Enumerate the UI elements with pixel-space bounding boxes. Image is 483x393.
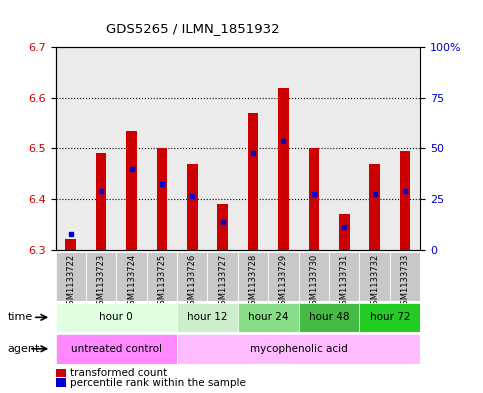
Bar bbox=[208, 47, 238, 250]
Bar bbox=[187, 163, 198, 250]
Bar bbox=[369, 163, 380, 250]
Bar bbox=[268, 47, 298, 250]
Text: hour 24: hour 24 bbox=[248, 312, 288, 322]
Bar bbox=[390, 252, 420, 301]
Bar bbox=[177, 334, 420, 364]
Text: GSM1133727: GSM1133727 bbox=[218, 254, 227, 310]
Text: GSM1133723: GSM1133723 bbox=[97, 254, 106, 310]
Bar bbox=[359, 47, 390, 250]
Bar bbox=[268, 252, 298, 301]
Bar bbox=[359, 303, 420, 332]
Bar bbox=[177, 47, 208, 250]
Text: GSM1133728: GSM1133728 bbox=[249, 254, 257, 310]
Text: percentile rank within the sample: percentile rank within the sample bbox=[70, 378, 246, 388]
Text: GSM1133729: GSM1133729 bbox=[279, 254, 288, 310]
Text: GSM1133726: GSM1133726 bbox=[188, 254, 197, 310]
Bar bbox=[86, 252, 116, 301]
Bar bbox=[116, 252, 147, 301]
Text: GSM1133730: GSM1133730 bbox=[309, 254, 318, 310]
Bar bbox=[400, 151, 411, 250]
Text: hour 48: hour 48 bbox=[309, 312, 349, 322]
Bar bbox=[298, 47, 329, 250]
Bar bbox=[177, 252, 208, 301]
Text: hour 12: hour 12 bbox=[187, 312, 228, 322]
Bar bbox=[329, 47, 359, 250]
Bar bbox=[208, 252, 238, 301]
Text: GSM1133724: GSM1133724 bbox=[127, 254, 136, 310]
Bar bbox=[147, 47, 177, 250]
Bar bbox=[177, 303, 238, 332]
Text: mycophenolic acid: mycophenolic acid bbox=[250, 344, 348, 354]
Text: time: time bbox=[7, 312, 32, 322]
Bar bbox=[238, 252, 268, 301]
Bar bbox=[238, 47, 268, 250]
Bar bbox=[126, 130, 137, 250]
Text: GSM1133725: GSM1133725 bbox=[157, 254, 167, 310]
Bar bbox=[329, 252, 359, 301]
Bar bbox=[339, 214, 350, 250]
Text: hour 0: hour 0 bbox=[99, 312, 133, 322]
Bar bbox=[278, 88, 289, 250]
Bar bbox=[56, 334, 177, 364]
Text: transformed count: transformed count bbox=[70, 368, 167, 378]
Text: GSM1133733: GSM1133733 bbox=[400, 254, 410, 310]
Text: GSM1133722: GSM1133722 bbox=[66, 254, 75, 310]
Bar bbox=[56, 252, 86, 301]
Bar bbox=[147, 252, 177, 301]
Bar bbox=[298, 252, 329, 301]
Bar bbox=[309, 148, 319, 250]
Bar bbox=[65, 239, 76, 250]
Text: GDS5265 / ILMN_1851932: GDS5265 / ILMN_1851932 bbox=[106, 22, 280, 35]
Text: untreated control: untreated control bbox=[71, 344, 162, 354]
Bar bbox=[390, 47, 420, 250]
Bar bbox=[116, 47, 147, 250]
Bar bbox=[86, 47, 116, 250]
Text: agent: agent bbox=[7, 344, 40, 354]
Bar bbox=[96, 153, 106, 250]
Text: GSM1133731: GSM1133731 bbox=[340, 254, 349, 310]
Bar bbox=[238, 303, 298, 332]
Bar bbox=[56, 47, 86, 250]
Bar bbox=[359, 252, 390, 301]
Bar bbox=[217, 204, 228, 250]
Bar bbox=[56, 303, 177, 332]
Bar bbox=[298, 303, 359, 332]
Bar bbox=[248, 113, 258, 250]
Text: GSM1133732: GSM1133732 bbox=[370, 254, 379, 310]
Text: hour 72: hour 72 bbox=[369, 312, 410, 322]
Bar bbox=[156, 148, 167, 250]
